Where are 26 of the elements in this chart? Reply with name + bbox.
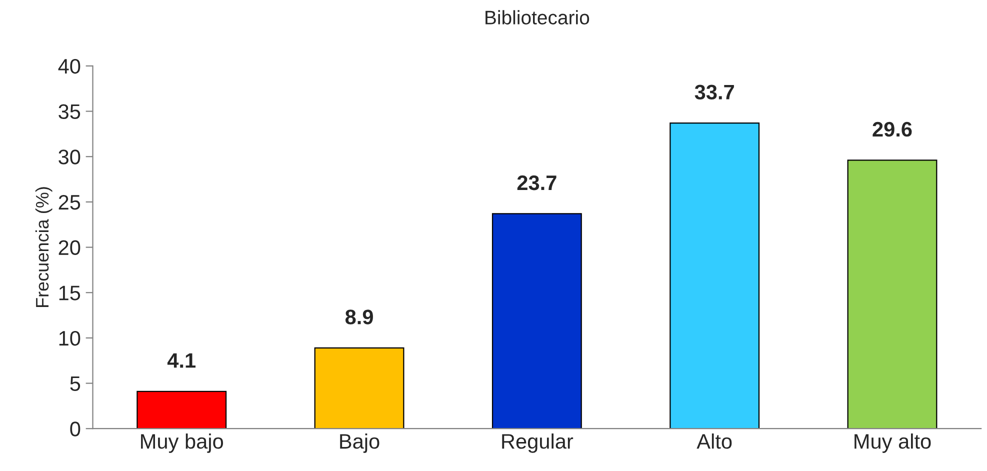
y-axis-title: Frecuencia (%): [35, 187, 52, 307]
bar: [670, 122, 760, 429]
x-tick-label: Muy alto: [854, 433, 931, 453]
x-tick-label: Alto: [696, 433, 732, 449]
y-tick-label: 35: [58, 104, 80, 120]
y-tick-label: 5: [70, 376, 80, 392]
data-label: 23.7: [517, 175, 556, 190]
chart-title: Bibliotecario: [486, 10, 590, 24]
y-tick-label: 30: [58, 150, 80, 164]
data-label: 29.6: [872, 122, 912, 137]
data-label: 4.1: [167, 353, 196, 368]
y-tick-label: 0: [70, 422, 80, 436]
x-tick-label: Muy bajo: [141, 433, 224, 453]
y-tick-label: 15: [59, 286, 80, 300]
y-tick-label: 10: [59, 330, 80, 346]
data-label: 8.9: [345, 310, 373, 324]
data-label: 33.7: [694, 84, 734, 100]
y-tick-label: 25: [58, 194, 80, 210]
bar: [136, 390, 227, 429]
bar: [492, 213, 582, 429]
bar: [847, 160, 938, 429]
bar: [314, 347, 404, 429]
y-tick-label: 40: [58, 58, 80, 74]
x-tick-label: Regular: [502, 433, 574, 453]
y-tick-label: 20: [58, 240, 80, 256]
x-tick-label: Bajo: [340, 433, 380, 453]
